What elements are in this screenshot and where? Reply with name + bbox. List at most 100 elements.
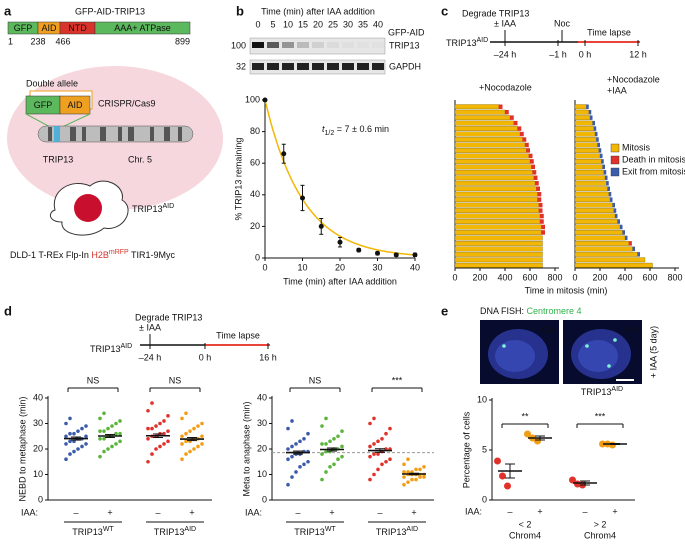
bar-mitosis [454,131,521,137]
bar-fate [530,159,534,164]
fish-spot [613,338,617,342]
bar-fate [637,252,640,257]
bar-fate [498,104,503,109]
domain-label: AAA+ ATPase [114,23,171,33]
annotation-part: 1/2 [325,130,335,137]
y-tick-label: 30 [33,418,43,428]
blot-marker: 100 [231,40,246,50]
category-label: Chrom4 [509,530,541,540]
chart-label: +IAA [607,85,627,95]
bar-fate [625,235,628,241]
point [286,457,290,462]
point [184,431,188,436]
bar-mitosis [574,126,594,131]
y-tick-label: 40 [33,392,43,402]
treatment-title: IAA: [245,507,262,517]
bar-fate [522,137,527,142]
y-tick-label: 20 [250,221,260,231]
bar-fate [632,246,635,252]
point [302,462,306,467]
point [599,440,606,448]
point [184,452,188,456]
point [150,452,154,456]
point [110,424,114,428]
x-tick-label: 800 [547,272,562,282]
fish-spot [607,364,611,368]
cell-label-base: TRIP13 [90,344,121,354]
y-axis-title: Percentage of cells [461,411,471,488]
blot-protein: GAPDH [389,61,421,71]
protocol-title: Degrade TRIP13 [462,8,529,18]
bar-fate [598,148,602,153]
bar-fate [610,197,613,202]
chromosome-band [164,127,170,141]
blot-title: Time (min) after IAA addition [261,6,375,16]
bar-mitosis [574,197,611,203]
genotype-label-sup: WT [103,526,115,533]
point [384,459,388,464]
cell-line-part: TIR1-9Myc [129,250,176,260]
bar-mitosis [454,246,543,252]
point [414,467,418,472]
point [368,454,372,459]
point [406,457,410,462]
cell-line-part: mRFP [109,249,129,256]
gapdh-band [372,63,384,70]
blot-time: 20 [313,19,323,29]
chromosome [37,125,194,143]
panel-label: c [441,3,448,18]
bar-fate [603,170,607,175]
bar-mitosis [574,153,601,159]
bar-mitosis [454,180,536,186]
panel-label: b [236,3,244,18]
bar-mitosis [574,191,609,197]
x-tick-label: 0 [572,272,577,282]
point [76,447,80,451]
point [376,467,380,472]
point [368,477,372,482]
point [286,426,290,431]
bar-mitosis [574,251,638,257]
point [196,444,200,449]
point [146,459,150,464]
point [388,457,392,462]
significance: ** [521,411,529,421]
point [324,442,328,446]
point [422,465,426,469]
domain-label: AID [41,23,57,33]
bar-fate [605,175,608,181]
insert-aid [59,95,91,115]
bar-mitosis [574,257,646,263]
genotype-label: TRIP13WT [72,526,114,538]
point [290,419,294,423]
y-tick-label: 80 [250,126,260,136]
cell-label: TRIP13AID [446,37,488,49]
bar-mitosis [454,213,541,219]
cell-line: DLD-1 T-REx Flp-In H2BmRFP TIR1-9Myc [10,249,176,261]
point [118,439,122,444]
point [64,421,68,426]
point [294,442,298,446]
bar-mitosis [454,164,532,170]
point [412,252,418,258]
treatment-label: – [295,507,300,517]
treatment-label: + [411,507,416,517]
time-label: 16 h [259,352,277,362]
bar-fate [537,197,542,202]
point [180,457,184,462]
treatment-label: + [189,507,194,517]
residue-number: 466 [55,36,70,46]
point [102,429,106,433]
time-label: –24 h [139,352,162,362]
point [328,439,332,444]
genotype-label: TRIP13AID [154,526,196,538]
point [166,429,170,433]
blot [249,37,386,55]
annotation-part: = 7 ± 0.6 min [334,124,389,134]
bar-mitosis [574,148,599,153]
point [98,429,102,433]
point [102,449,106,454]
point [340,454,344,459]
y-tick-label: 5 [482,444,487,454]
